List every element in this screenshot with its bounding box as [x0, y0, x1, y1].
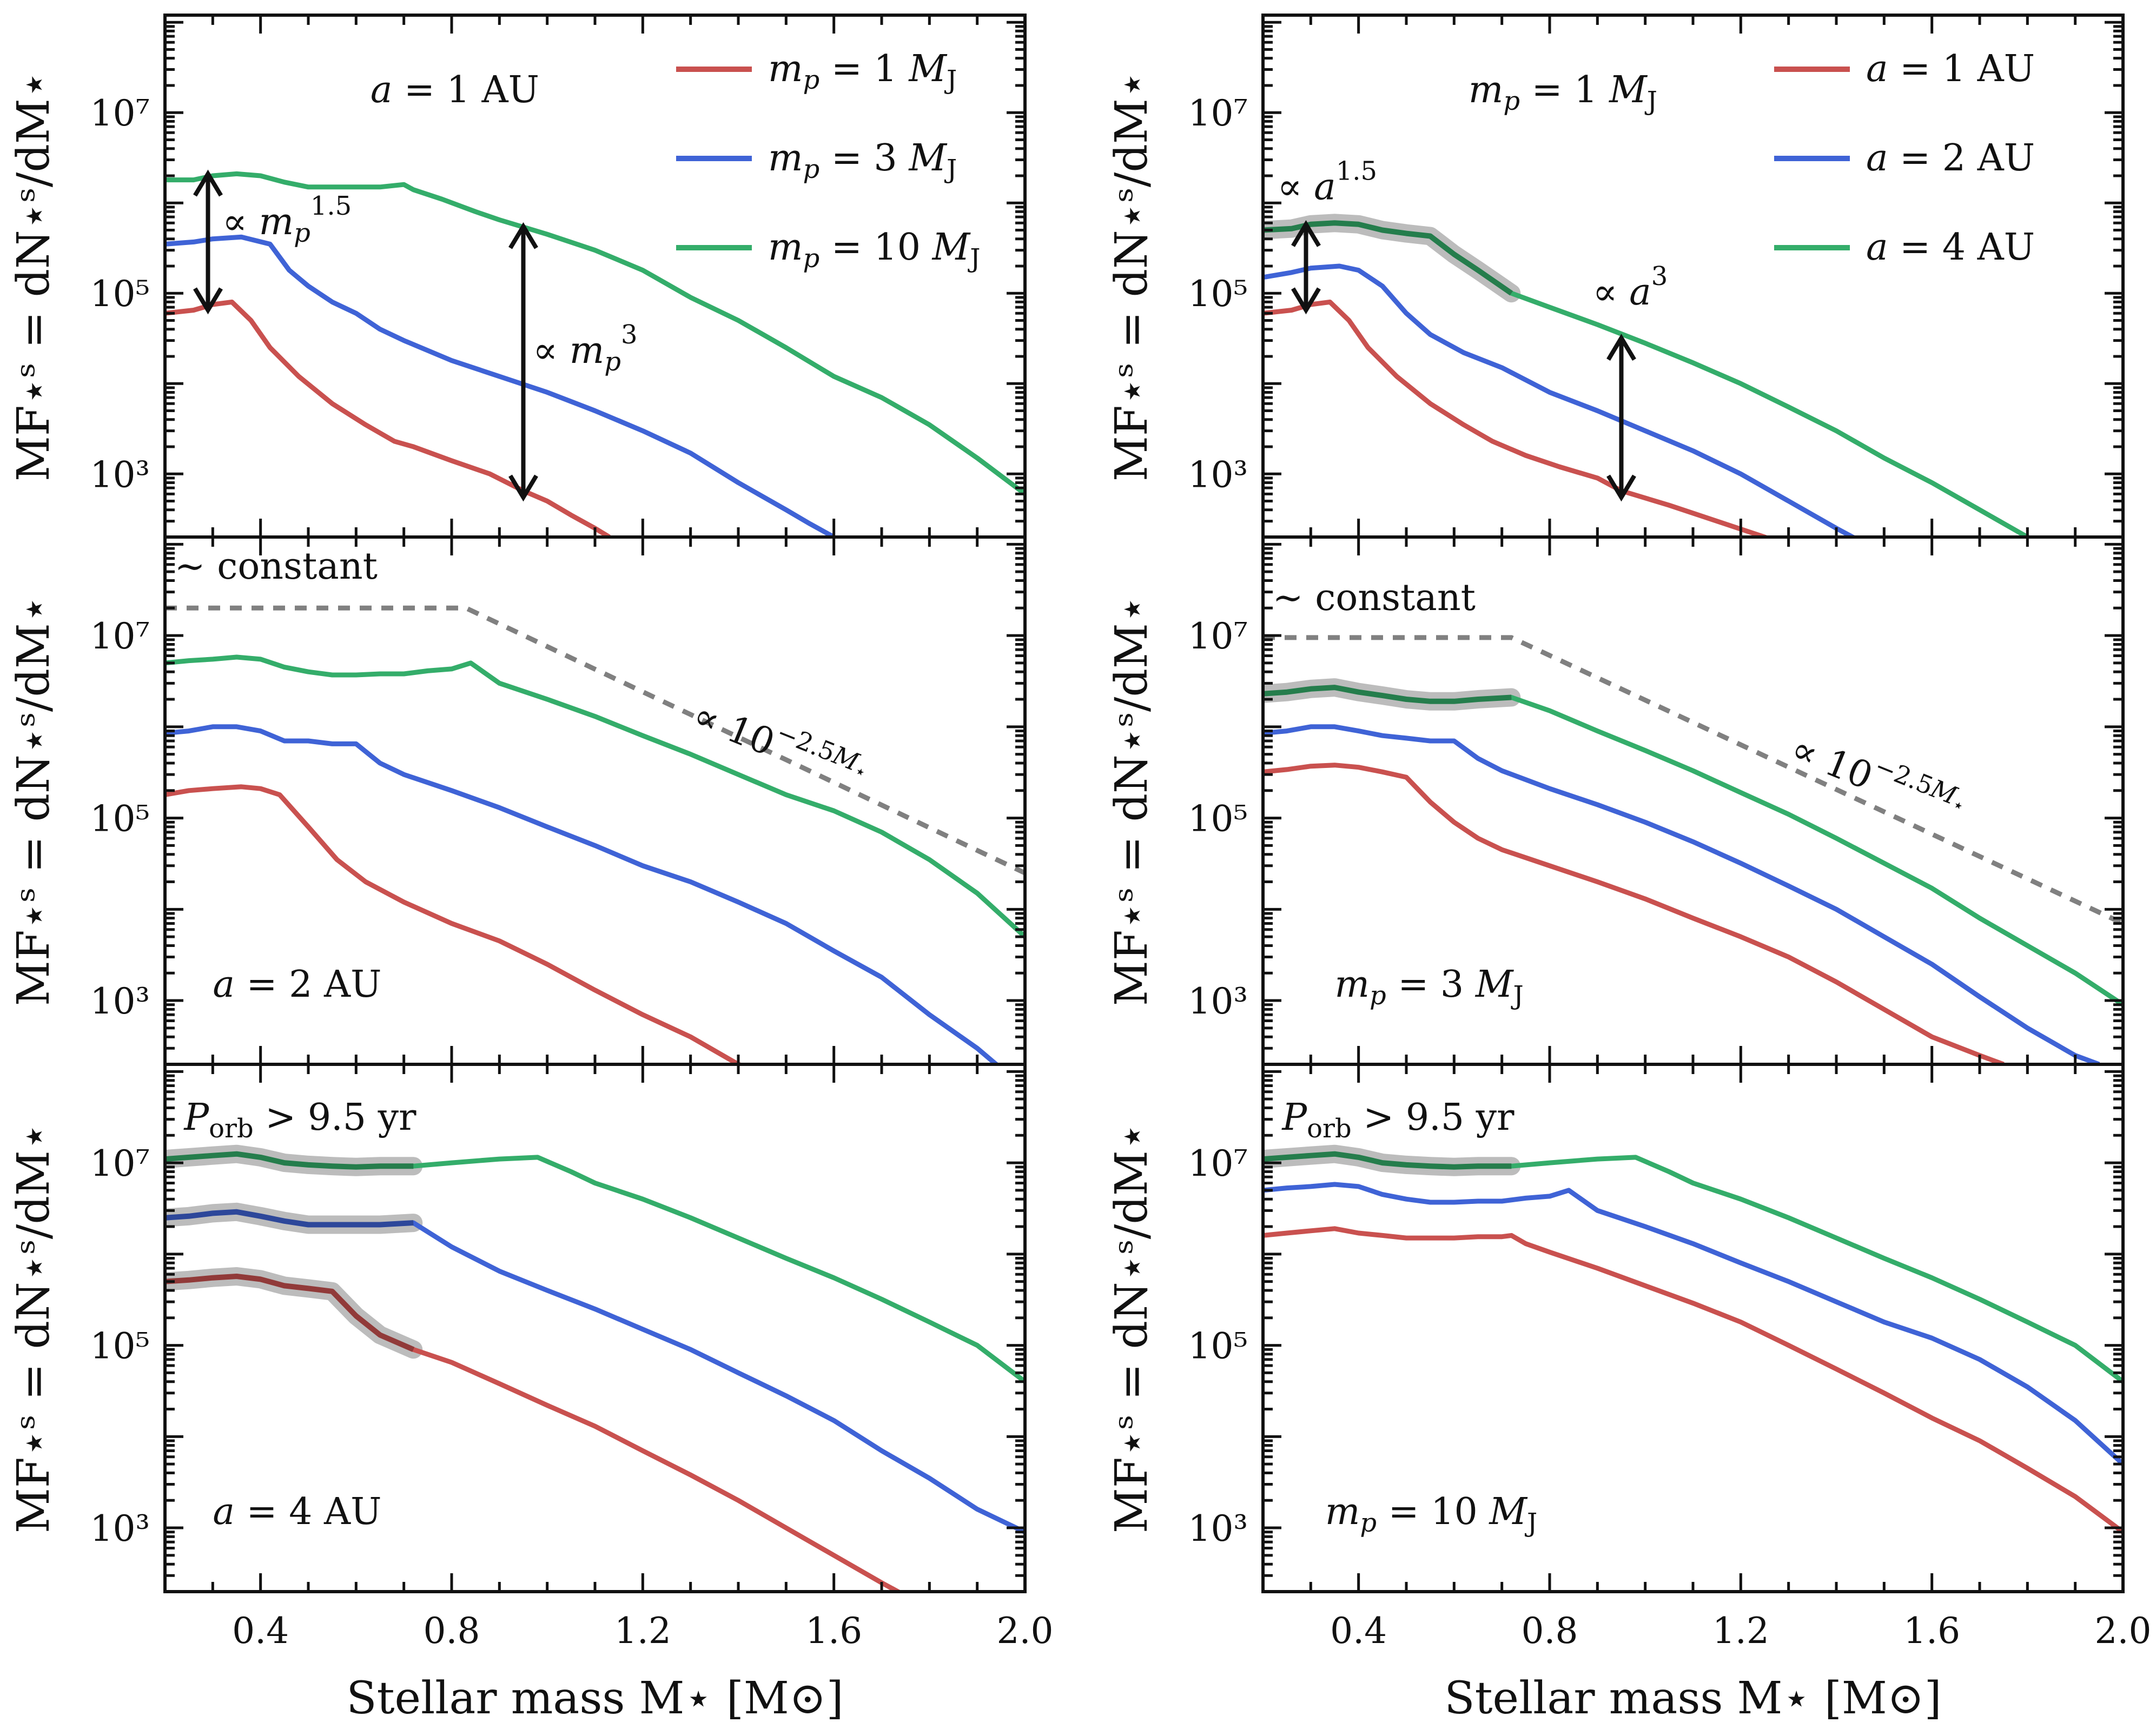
panel-right-top: mp = 1 MJ ∝ a1.5 ∝ a3 a = 1 AU a = 2 AU a = 4… [1106, 14, 2125, 539]
x-tick-label: 0.4 [1330, 1610, 1387, 1652]
annotation-0: ∼ constant [1273, 577, 1476, 619]
x-tick-label: 1.2 [1712, 1610, 1769, 1652]
annotation-1: a = 4 AU [213, 1490, 381, 1533]
y-tick-label: 10³ [1188, 454, 1248, 495]
double-arrow-0 [193, 169, 223, 315]
legend-label-0: a = 1 AU [1866, 48, 2035, 90]
annotation-1: mp = 10 MJ [1325, 1490, 1537, 1538]
annotation-1: ∝ mp1.5 [222, 191, 352, 248]
ticks [1261, 1064, 2125, 1593]
y-tick-label: 10³ [90, 454, 150, 495]
series-line-blue [165, 234, 835, 537]
y-tick-label: 10⁵ [90, 798, 150, 840]
legend-label-2: a = 4 AU [1866, 226, 2035, 269]
series-line-red [1263, 763, 2005, 1064]
series-line-blue [165, 724, 1000, 1064]
y-axis-label: MF⋆ˢ = dN⋆ˢ/dM⋆ [8, 71, 59, 481]
annotation-2: ∝ mp3 [533, 320, 637, 377]
x-tick-label: 1.6 [1903, 1610, 1960, 1652]
y-tick-label: 10³ [90, 981, 150, 1022]
series-line-green [165, 654, 1025, 939]
highlight-line-0 [165, 1274, 415, 1352]
ticks [163, 1064, 1027, 1593]
y-tick-label: 10⁵ [1188, 798, 1248, 840]
x-tick-label: 0.8 [1522, 1610, 1578, 1652]
y-axis-label: MF⋆ˢ = dN⋆ˢ/dM⋆ [8, 1123, 59, 1533]
plot-area-left-middle [165, 605, 1025, 1064]
y-tick-label: 10³ [1188, 1508, 1248, 1549]
series-line-blue [1263, 263, 1858, 537]
annotation-0: mp = 1 MJ [1469, 69, 1657, 116]
y-axis-label: MF⋆ˢ = dN⋆ˢ/dM⋆ [1106, 1123, 1158, 1533]
double-arrow-1 [508, 222, 538, 502]
plot-area-right-bottom [1263, 1144, 2123, 1534]
series-line-red [1263, 1226, 2123, 1534]
annotation-2: a = 2 AU [213, 963, 381, 1006]
panel-right-middle: ∼ constant∝ 10−2.5M⋆mp = 3 MJ10³10⁵10⁷MF… [1106, 535, 2125, 1066]
annotation-0: Porb > 9.5 yr [1281, 1096, 1515, 1144]
annotation-0: Porb > 9.5 yr [183, 1096, 416, 1144]
legend-label-1: mp = 3 MJ [768, 137, 957, 184]
x-tick-label: 1.6 [805, 1610, 862, 1652]
legend-label-0: mp = 1 MJ [768, 48, 957, 95]
y-tick-label: 10⁵ [1188, 273, 1248, 315]
annotation-2: mp = 3 MJ [1335, 963, 1524, 1011]
y-tick-label: 10⁵ [90, 1326, 150, 1367]
highlight-line-0 [1263, 1151, 1512, 1170]
x-tick-label: 2.0 [2095, 1610, 2152, 1652]
legend-label-2: mp = 10 MJ [768, 226, 980, 274]
y-tick-label: 10⁷ [90, 1143, 150, 1184]
series-line-red [1263, 299, 1771, 537]
highlight-line-0 [1263, 685, 1512, 704]
double-arrow-0 [1291, 220, 1321, 315]
ticks [163, 537, 1027, 1066]
x-tick-label: 2.0 [997, 1610, 1054, 1652]
annotation-2: ∝ a3 [1593, 261, 1668, 314]
y-axis-label: MF⋆ˢ = dN⋆ˢ/dM⋆ [8, 595, 59, 1006]
series-line-red [165, 299, 611, 537]
panel-left-bottom: Porb > 9.5 yr a = 4 AU 10³ 10⁵ 10⁷ MF⋆ˢ = dN⋆… [8, 1063, 1054, 1724]
x-tick-label: 0.8 [424, 1610, 480, 1652]
x-tick-label: 0.4 [232, 1610, 289, 1652]
y-tick-label: 10³ [90, 1508, 150, 1549]
x-axis-label: Stellar mass M⋆ [M⊙] [1444, 1673, 1941, 1724]
legend-label-1: a = 2 AU [1866, 137, 2035, 180]
x-axis-label: Stellar mass M⋆ [M⊙] [346, 1673, 843, 1724]
y-tick-label: 10⁷ [1188, 615, 1248, 657]
annotation-0: a = 1 AU [371, 69, 539, 111]
plot-area-right-middle [1263, 635, 2123, 1064]
y-tick-label: 10³ [1188, 981, 1248, 1022]
y-tick-label: 10⁷ [1188, 92, 1248, 134]
legend: a = 1 AU a = 2 AU a = 4 AU [1774, 48, 2035, 269]
series-line-blue [1263, 1182, 2123, 1466]
series-line-green [165, 171, 1025, 496]
annotation-1: ∝ a1.5 [1278, 156, 1378, 208]
ticks [163, 15, 1027, 539]
highlight-line-1 [165, 1209, 414, 1228]
series-line-red [165, 784, 745, 1064]
plot-area-left-top [165, 171, 1025, 537]
highlight-line-2 [165, 1151, 414, 1170]
x-tick-label: 1.2 [614, 1610, 671, 1652]
y-axis-label: MF⋆ˢ = dN⋆ˢ/dM⋆ [1106, 71, 1158, 481]
panel-right-bottom: Porb > 9.5 yr mp = 10 MJ 10³ 10⁵ 10⁷ MF⋆ˢ = d… [1106, 1063, 2152, 1724]
y-axis-label: MF⋆ˢ = dN⋆ˢ/dM⋆ [1106, 595, 1158, 1006]
y-tick-label: 10⁷ [1188, 1143, 1248, 1184]
y-tick-label: 10⁷ [90, 92, 150, 134]
y-tick-label: 10⁵ [90, 273, 150, 315]
y-tick-label: 10⁵ [1188, 1326, 1248, 1367]
annotation-0: ∼ constant [175, 545, 378, 588]
series-line-blue [1263, 724, 2100, 1064]
plot-area-left-bottom [165, 1144, 1025, 1592]
reference-dashed-line [1263, 635, 2123, 926]
double-arrow-1 [1606, 334, 1636, 502]
legend: mp = 1 MJ mp = 3 MJ mp = 10 MJ [676, 48, 980, 274]
y-tick-label: 10⁷ [90, 615, 150, 657]
